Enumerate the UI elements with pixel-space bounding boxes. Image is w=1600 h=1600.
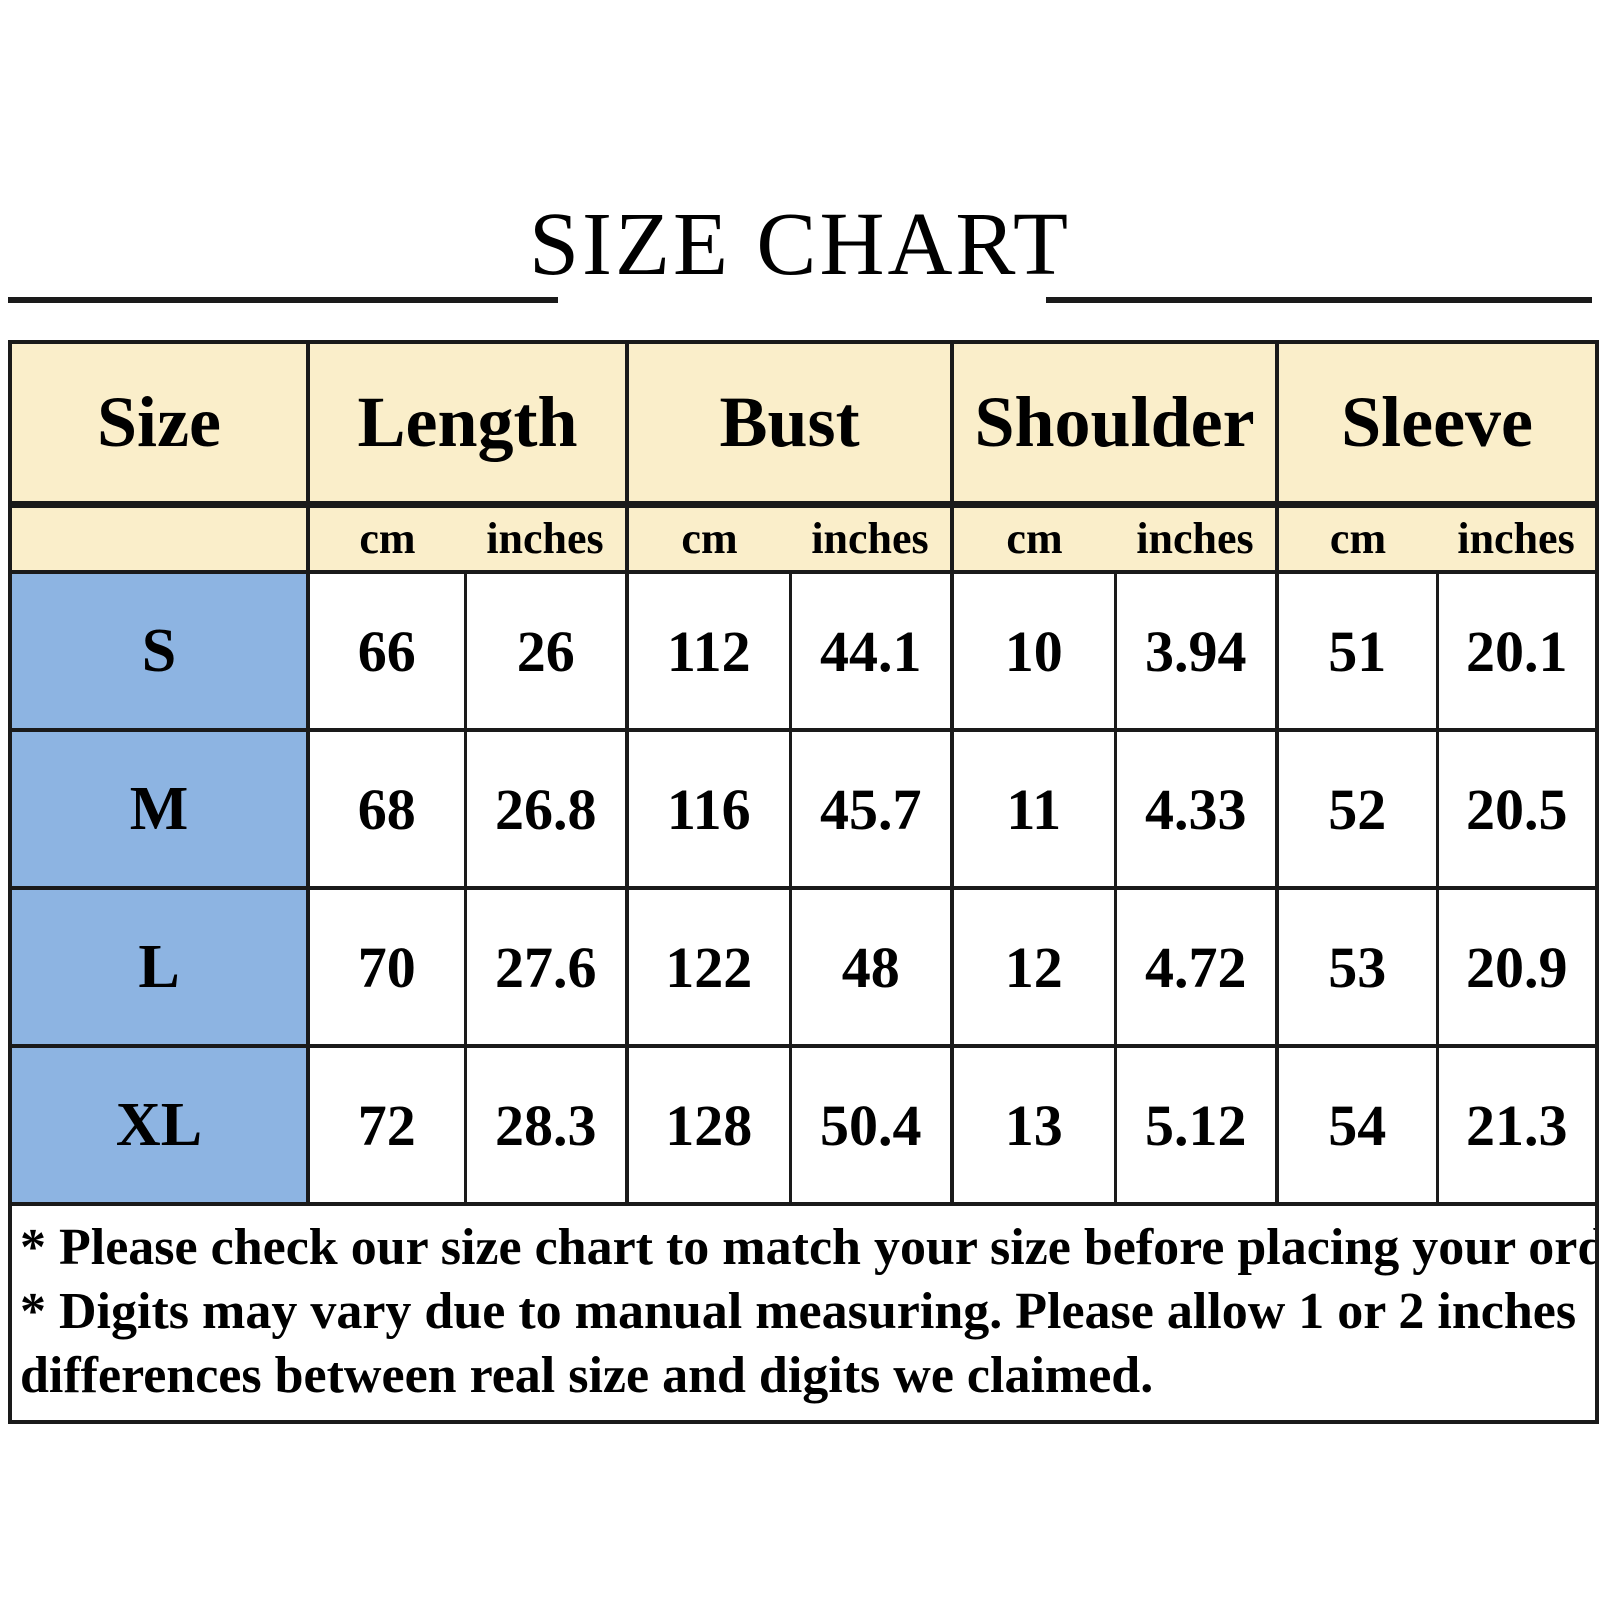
header-cell-sleeve: Sleeve	[1275, 340, 1598, 504]
cell-m-sleeve-inches: 20.5	[1435, 728, 1598, 888]
unit-cell-sleeve-inches: inches	[1437, 500, 1598, 572]
units-row: cm inches cm inches cm inches cm inches	[10, 500, 1598, 572]
units-cell-empty	[10, 500, 308, 572]
cell-s-sleeve-cm: 51	[1275, 570, 1438, 730]
cell-xl-length-inches: 28.3	[463, 1044, 628, 1204]
cell-m-length-cm: 68	[306, 728, 465, 888]
cell-m-shoulder-cm: 11	[950, 728, 1116, 888]
header-cell-shoulder: Shoulder	[950, 340, 1278, 504]
cell-xl-length-cm: 72	[306, 1044, 465, 1204]
cell-m-length-inches: 26.8	[463, 728, 628, 888]
cell-l-shoulder-inches: 4.72	[1113, 886, 1278, 1046]
cell-l-shoulder-cm: 12	[950, 886, 1116, 1046]
table-row-s: S 66 26 112 44.1 10 3.94 51 20.1	[10, 570, 1598, 730]
size-row-label-xl: XL	[10, 1044, 308, 1204]
cell-xl-sleeve-inches: 21.3	[1435, 1044, 1598, 1204]
table-row-l: L 70 27.6 122 48 12 4.72 53 20.9	[10, 886, 1598, 1046]
size-note-3: differences between real size and digits…	[20, 1347, 1154, 1404]
cell-xl-shoulder-cm: 13	[950, 1044, 1116, 1204]
cell-l-bust-inches: 48	[788, 886, 953, 1046]
unit-cell-sleeve-cm: cm	[1275, 500, 1438, 572]
unit-cell-bust-inches: inches	[790, 500, 953, 572]
cell-m-sleeve-cm: 52	[1275, 728, 1438, 888]
table-row-m: M 68 26.8 116 45.7 11 4.33 52 20.5	[10, 728, 1598, 888]
cell-xl-bust-cm: 128	[625, 1044, 791, 1204]
table-row-xl: XL 72 28.3 128 50.4 13 5.12 54 21.3	[10, 1044, 1598, 1204]
title-rule-left	[8, 297, 558, 303]
cell-m-bust-inches: 45.7	[788, 728, 953, 888]
cell-xl-bust-inches: 50.4	[788, 1044, 953, 1204]
header-row: Size Length Bust Shoulder Sleeve	[10, 340, 1598, 504]
cell-l-sleeve-inches: 20.9	[1435, 886, 1598, 1046]
cell-m-bust-cm: 116	[625, 728, 791, 888]
cell-s-sleeve-inches: 20.1	[1435, 570, 1598, 730]
cell-l-length-inches: 27.6	[463, 886, 628, 1046]
size-note-2: * Digits may vary due to manual measurin…	[20, 1283, 1577, 1340]
header-cell-bust: Bust	[625, 340, 953, 504]
cell-s-shoulder-cm: 10	[950, 570, 1116, 730]
cell-s-length-cm: 66	[306, 570, 465, 730]
cell-l-bust-cm: 122	[625, 886, 791, 1046]
cell-l-sleeve-cm: 53	[1275, 886, 1438, 1046]
size-row-label-l: L	[10, 886, 308, 1046]
notes-row: * Please check our size chart to match y…	[10, 1202, 1598, 1422]
cell-s-shoulder-inches: 3.94	[1113, 570, 1278, 730]
cell-l-length-cm: 70	[306, 886, 465, 1046]
header-cell-size: Size	[10, 340, 308, 504]
unit-cell-length-inches: inches	[465, 500, 628, 572]
unit-cell-bust-cm: cm	[625, 500, 791, 572]
size-chart-table: Size Length Bust Shoulder Sleeve cm inch…	[8, 340, 1600, 1424]
size-note-1: * Please check our size chart to match y…	[20, 1219, 1598, 1276]
notes-cell: * Please check our size chart to match y…	[10, 1202, 1598, 1422]
cell-s-bust-inches: 44.1	[788, 570, 953, 730]
cell-s-bust-cm: 112	[625, 570, 791, 730]
cell-xl-shoulder-inches: 5.12	[1113, 1044, 1278, 1204]
cell-xl-sleeve-cm: 54	[1275, 1044, 1438, 1204]
size-row-label-m: M	[10, 728, 308, 888]
unit-cell-shoulder-inches: inches	[1115, 500, 1278, 572]
unit-cell-shoulder-cm: cm	[950, 500, 1116, 572]
header-cell-length: Length	[305, 340, 628, 504]
cell-m-shoulder-inches: 4.33	[1113, 728, 1278, 888]
cell-s-length-inches: 26	[463, 570, 628, 730]
page-title: SIZE CHART	[528, 195, 1072, 294]
title-rule-right	[1046, 297, 1592, 303]
size-row-label-s: S	[10, 570, 308, 730]
unit-cell-length-cm: cm	[306, 500, 465, 572]
